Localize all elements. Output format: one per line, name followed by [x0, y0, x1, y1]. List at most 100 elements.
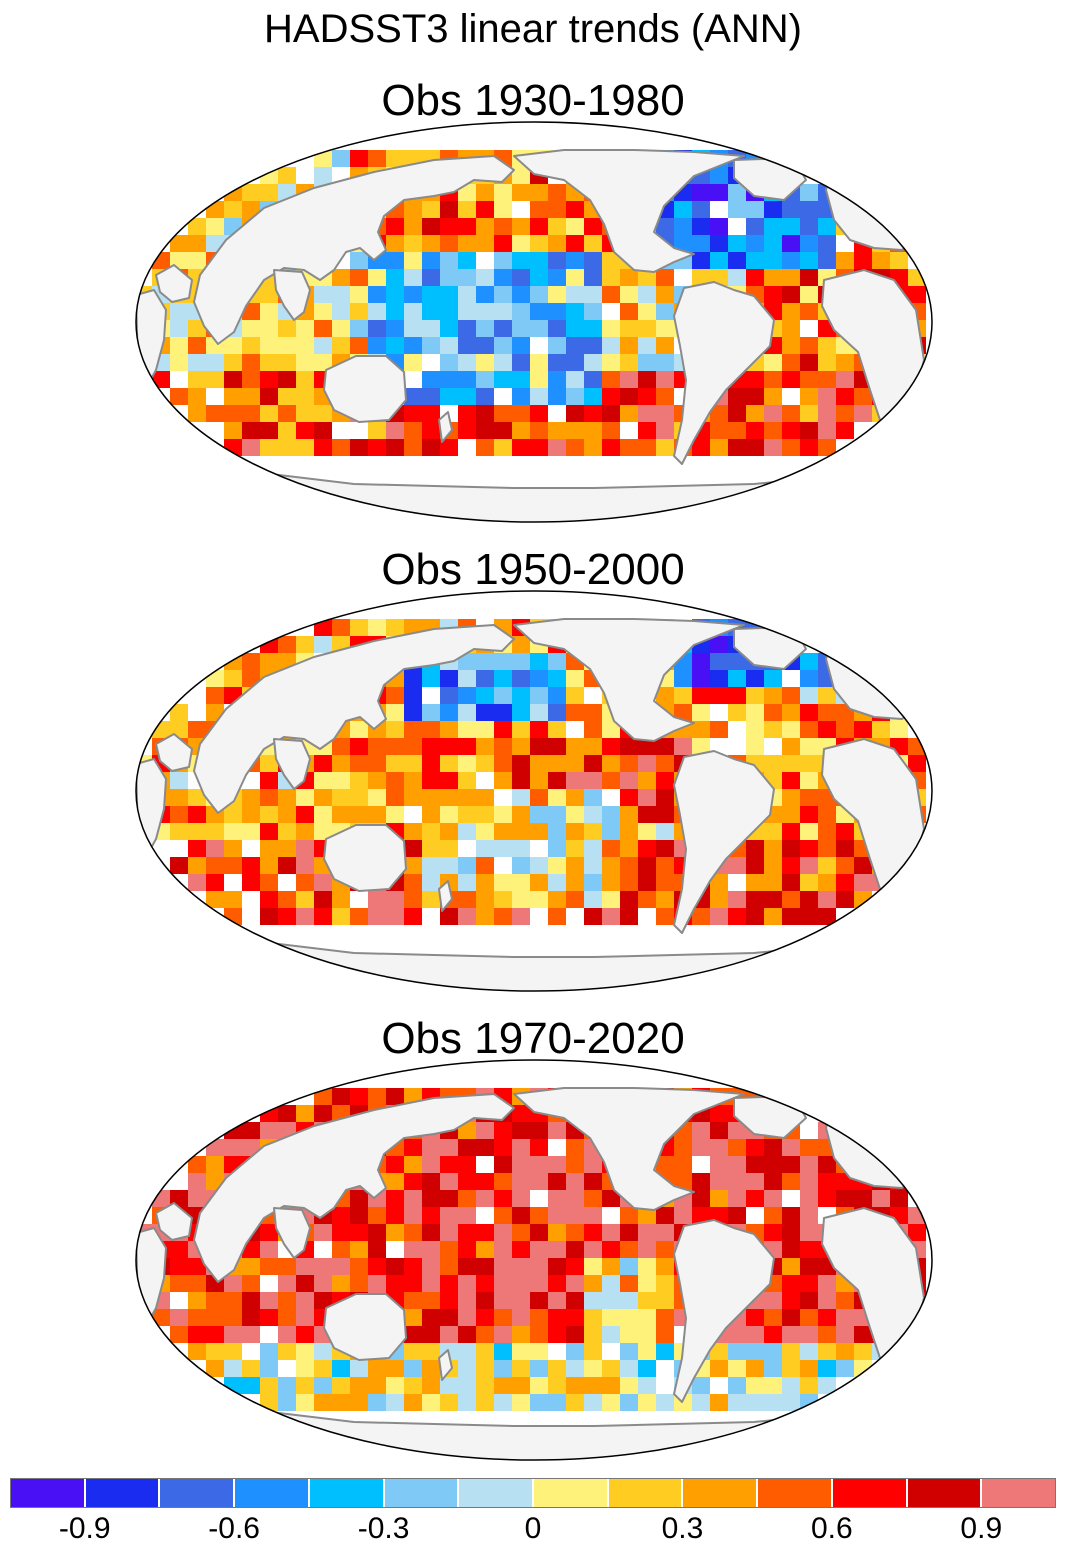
sst-trend-cell — [566, 286, 584, 303]
sst-trend-cell — [548, 704, 566, 721]
colorbar-box — [906, 1478, 982, 1508]
map-outline — [135, 121, 933, 523]
sst-trend-cell — [494, 874, 512, 891]
sst-trend-cell — [260, 806, 278, 823]
sst-trend-cell — [440, 1394, 458, 1411]
sst-trend-cell — [206, 823, 224, 840]
sst-trend-cell — [386, 738, 404, 755]
sst-trend-cell — [494, 1292, 512, 1309]
colorbar-tick-label: -0.3 — [357, 1512, 410, 1545]
sst-trend-cell — [512, 755, 530, 772]
sst-trend-cell — [620, 1207, 638, 1224]
landmass-seasia — [273, 1207, 311, 1259]
colorbar-box — [234, 1478, 309, 1508]
sst-trend-cell — [710, 1139, 728, 1156]
sst-trend-cell — [764, 1377, 782, 1394]
sst-trend-cell — [602, 1292, 620, 1309]
sst-trend-cell — [548, 371, 566, 388]
sst-trend-cell — [638, 371, 656, 388]
sst-trend-cell — [656, 303, 674, 320]
sst-trend-cell — [476, 721, 494, 738]
sst-trend-cell — [512, 772, 530, 789]
sst-trend-cell — [494, 1326, 512, 1343]
sst-trend-cell — [458, 653, 476, 670]
sst-trend-cell — [692, 670, 710, 687]
sst-trend-cell — [278, 636, 296, 653]
sst-trend-cell — [656, 371, 674, 388]
sst-trend-cell — [512, 1309, 530, 1326]
sst-trend-cell — [188, 235, 206, 252]
sst-trend-cell — [404, 687, 422, 704]
sst-trend-cell — [530, 1275, 548, 1292]
sst-trend-cell — [350, 1088, 368, 1105]
sst-trend-cell — [314, 405, 332, 422]
sst-trend-cell — [368, 1088, 386, 1105]
sst-trend-cell — [296, 1258, 314, 1275]
sst-trend-cell — [620, 405, 638, 422]
sst-trend-cell — [386, 1190, 404, 1207]
sst-trend-cell — [404, 721, 422, 738]
sst-trend-cell — [440, 1275, 458, 1292]
map-svg — [135, 121, 933, 523]
sst-trend-cell — [314, 874, 332, 891]
sst-trend-cell — [404, 269, 422, 286]
sst-trend-cell — [422, 320, 440, 337]
sst-trend-cell — [350, 150, 368, 167]
sst-trend-cell — [512, 388, 530, 405]
sst-trend-cell — [620, 789, 638, 806]
map-svg — [135, 1059, 933, 1461]
sst-trend-cell — [620, 755, 638, 772]
sst-trend-cell — [278, 337, 296, 354]
sst-trend-cell — [440, 755, 458, 772]
sst-trend-cell — [620, 337, 638, 354]
sst-trend-cell — [530, 354, 548, 371]
sst-trend-cell — [674, 687, 692, 704]
sst-trend-cell — [764, 1292, 782, 1309]
sst-trend-cell — [692, 184, 710, 201]
sst-trend-cell — [494, 1241, 512, 1258]
sst-trend-cell — [350, 1275, 368, 1292]
sst-trend-cell — [764, 857, 782, 874]
sst-trend-cell — [692, 1139, 710, 1156]
sst-trend-cell — [386, 1360, 404, 1377]
sst-trend-cell — [314, 1394, 332, 1411]
sst-trend-cell — [674, 1207, 692, 1224]
sst-trend-cell — [638, 303, 656, 320]
sst-trend-cell — [314, 1258, 332, 1275]
sst-trend-cell — [728, 891, 746, 908]
sst-trend-cell — [530, 218, 548, 235]
sst-trend-cell — [404, 1156, 422, 1173]
sst-trend-cell — [584, 1241, 602, 1258]
sst-trend-cell — [638, 840, 656, 857]
sst-trend-cell — [548, 303, 566, 320]
sst-trend-cell — [692, 687, 710, 704]
sst-trend-cell — [782, 840, 800, 857]
sst-trend-cell — [188, 371, 206, 388]
sst-trend-cell — [692, 218, 710, 235]
sst-trend-cell — [314, 303, 332, 320]
sst-trend-cell — [476, 687, 494, 704]
sst-trend-cell — [260, 286, 278, 303]
sst-trend-cell — [368, 150, 386, 167]
sst-trend-cell — [746, 1173, 764, 1190]
sst-trend-cell — [512, 167, 530, 184]
sst-trend-cell — [314, 167, 332, 184]
sst-trend-cell — [314, 354, 332, 371]
sst-trend-cell — [800, 1309, 818, 1326]
sst-trend-cell — [602, 1360, 620, 1377]
sst-trend-cell — [296, 388, 314, 405]
sst-trend-cell — [764, 201, 782, 218]
sst-trend-cell — [530, 1156, 548, 1173]
sst-trend-cell — [782, 1275, 800, 1292]
sst-trend-cell — [170, 1275, 188, 1292]
sst-trend-cell — [278, 1258, 296, 1275]
sst-trend-cell — [422, 1275, 440, 1292]
sst-trend-cell — [458, 704, 476, 721]
sst-trend-cell — [548, 320, 566, 337]
sst-trend-cell — [512, 252, 530, 269]
sst-trend-cell — [746, 422, 764, 439]
sst-trend-cell — [368, 908, 386, 925]
sst-trend-cell — [494, 806, 512, 823]
sst-trend-cell — [728, 1360, 746, 1377]
sst-trend-cell — [908, 286, 926, 303]
